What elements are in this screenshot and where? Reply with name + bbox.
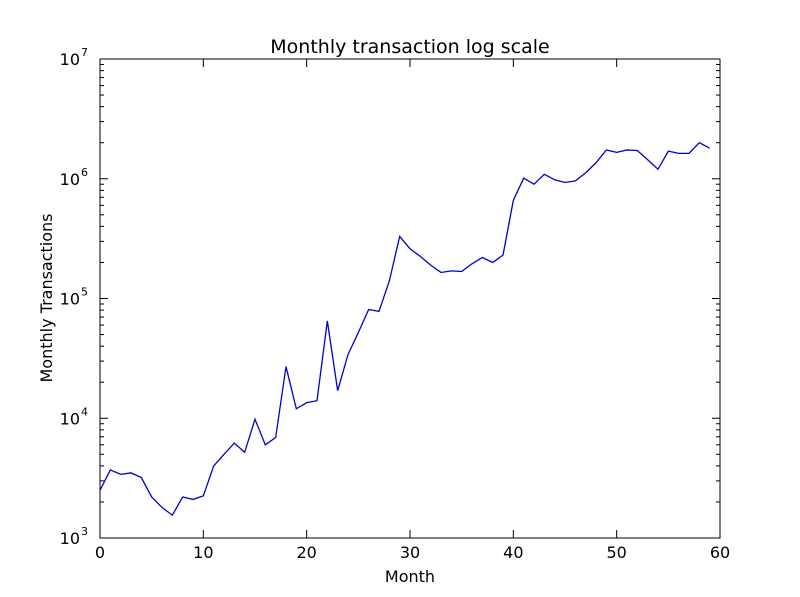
y-tick-exponent: 4	[81, 405, 88, 418]
y-tick-base: 10	[60, 50, 80, 69]
plot-frame	[99, 58, 721, 539]
x-tick-label: 40	[503, 543, 523, 562]
series-line	[99, 141, 710, 517]
x-tick-label: 30	[400, 543, 420, 562]
y-tick-label: 10	[60, 529, 80, 548]
x-tick-label: 20	[296, 543, 316, 562]
y-tick-label: 10	[60, 409, 80, 428]
x-tick-label: 50	[606, 543, 626, 562]
y-tick-exponent: 7	[81, 46, 88, 59]
x-tick-label: 10	[193, 543, 213, 562]
chart-title: Monthly transaction log scale	[270, 36, 549, 58]
y-axis-label: Monthly Transactions	[37, 213, 56, 382]
y-tick-exponent: 3	[81, 525, 88, 538]
y-tick-base: 10	[60, 170, 80, 189]
x-tick-label: 0	[95, 543, 105, 562]
y-tick-exponent: 6	[81, 166, 88, 179]
y-tick-label: 10	[60, 50, 80, 69]
y-tick-base: 10	[60, 409, 80, 428]
x-axis-label: Month	[385, 567, 435, 586]
y-tick-label: 10	[60, 170, 80, 189]
y-tick-base: 10	[60, 529, 80, 548]
y-tick-base: 10	[60, 290, 80, 309]
y-tick-label: 10	[60, 290, 80, 309]
y-tick-exponent: 5	[81, 286, 88, 299]
x-tick-label: 60	[710, 543, 730, 562]
